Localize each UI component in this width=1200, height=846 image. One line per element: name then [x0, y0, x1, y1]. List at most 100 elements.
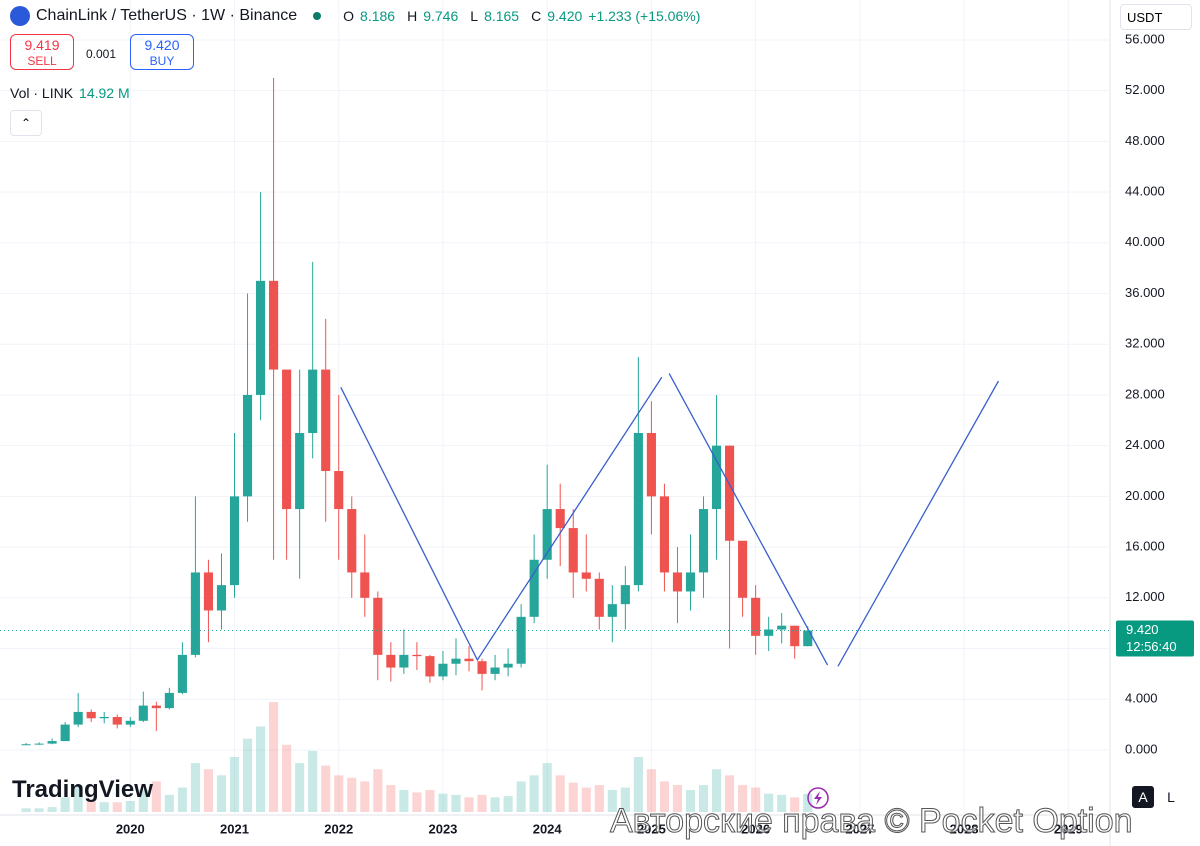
- y-tick-label: 52.000: [1125, 82, 1165, 97]
- sell-button[interactable]: 9.419 SELL: [10, 34, 74, 70]
- sell-price: 9.419: [24, 37, 60, 53]
- candle-body: [412, 654, 422, 657]
- candle-body: [269, 280, 279, 370]
- candle-body: [242, 394, 253, 497]
- volume-bar: [321, 765, 331, 812]
- candle-body: [672, 572, 683, 592]
- candle-body: [529, 559, 539, 617]
- volume-value: 14.92 M: [79, 85, 130, 101]
- candle-body: [711, 445, 722, 510]
- volume-bar: [99, 802, 109, 812]
- ohlc-key: L: [470, 8, 479, 24]
- volume-bar: [412, 792, 422, 812]
- y-tick-label: 28.000: [1125, 386, 1165, 401]
- volume-bar: [451, 794, 461, 812]
- y-tick-label: 36.000: [1125, 285, 1165, 300]
- y-tick-label: 32.000: [1125, 336, 1165, 351]
- trend-line: [668, 373, 829, 666]
- candle-body: [282, 369, 292, 510]
- volume-bar: [21, 808, 31, 812]
- candle-body: [633, 432, 643, 586]
- last-price-label: 9.420: [1126, 622, 1159, 637]
- candle-body: [203, 572, 214, 611]
- symbol[interactable]: ChainLink / TetherUS · 1W · Binance: [36, 7, 298, 24]
- volume-bar: [751, 787, 761, 812]
- x-tick-label: 2025: [637, 821, 666, 836]
- ohlc-value: 8.186: [360, 8, 396, 24]
- volume-bar: [764, 793, 774, 812]
- candle-body: [334, 471, 344, 510]
- legend-header: ChainLink / TetherUS · 1W · Binance O 8.1…: [10, 6, 700, 26]
- auto-scale[interactable]: A: [1132, 786, 1154, 808]
- volume-bar: [386, 785, 396, 812]
- candle-body: [542, 509, 552, 560]
- volume-bar: [659, 781, 669, 812]
- currency-select[interactable]: USDT: [1120, 4, 1192, 30]
- y-tick-label: 12.000: [1125, 589, 1165, 604]
- candle-body: [60, 724, 70, 742]
- volume-bar: [529, 775, 539, 812]
- candle-body: [177, 654, 187, 693]
- x-tick-label: 2023: [428, 821, 457, 836]
- x-tick-label: 2028: [950, 821, 979, 836]
- volume-bar: [803, 793, 813, 812]
- y-tick-label: 20.000: [1125, 488, 1165, 503]
- candle-body: [164, 692, 174, 709]
- volume-bar: [164, 794, 174, 812]
- y-tick-label: 44.000: [1125, 184, 1165, 199]
- buy-button[interactable]: 9.420 BUY: [130, 34, 194, 70]
- volume-bar: [73, 785, 83, 812]
- candle-body: [125, 720, 135, 725]
- x-tick-label: 2020: [116, 821, 145, 836]
- volume-bar: [607, 790, 617, 812]
- volume-bar: [229, 757, 240, 812]
- collapse-button[interactable]: ⌃: [10, 110, 42, 136]
- candle-body: [738, 540, 748, 598]
- y-tick-label: 24.000: [1125, 437, 1165, 452]
- change: +1.233 (+15.06%): [588, 8, 701, 24]
- candle-body: [99, 716, 109, 719]
- candle-body: [47, 741, 57, 744]
- volume-bar: [399, 790, 409, 812]
- volume-bar: [555, 775, 565, 812]
- countdown: 12:56:40: [1126, 639, 1177, 654]
- candle-body: [190, 572, 200, 655]
- candle-body: [581, 572, 591, 579]
- volume-bar: [242, 738, 253, 812]
- log-scale[interactable]: L: [1167, 789, 1175, 805]
- volume-bar: [685, 790, 696, 812]
- volume-bar: [216, 775, 227, 812]
- candle-body: [347, 509, 357, 573]
- volume-bar: [34, 808, 44, 812]
- volume-bar: [269, 702, 279, 812]
- candle-body: [607, 604, 617, 617]
- volume-bar: [464, 797, 474, 812]
- buy-price: 9.420: [144, 37, 180, 53]
- volume-bar: [438, 793, 448, 812]
- candle-body: [594, 578, 604, 617]
- candle-body: [659, 496, 669, 573]
- candle-body: [34, 743, 44, 745]
- ohlc-value: 9.420: [547, 8, 583, 24]
- candle-body: [451, 658, 461, 664]
- candle-body: [229, 496, 240, 586]
- volume-bar: [373, 769, 383, 812]
- x-tick-label: 2027: [845, 821, 874, 836]
- candle-body: [790, 625, 800, 647]
- candle-body: [698, 509, 709, 573]
- trend-line: [340, 376, 663, 662]
- tradingview-logo: TradingView: [12, 776, 153, 803]
- volume-bar: [112, 802, 122, 812]
- last-price-box: [1116, 620, 1194, 657]
- volume-bar: [151, 781, 161, 812]
- candle-body: [73, 711, 83, 725]
- y-tick-label: 0.000: [1125, 741, 1158, 756]
- alert-bolt: [814, 791, 822, 805]
- volume-bar: [477, 794, 487, 812]
- candle-body: [477, 661, 487, 674]
- volume-bar: [177, 787, 187, 812]
- y-tick-label: 48.000: [1125, 133, 1165, 148]
- ohlc-key: C: [531, 8, 542, 24]
- volume-bar: [282, 744, 292, 812]
